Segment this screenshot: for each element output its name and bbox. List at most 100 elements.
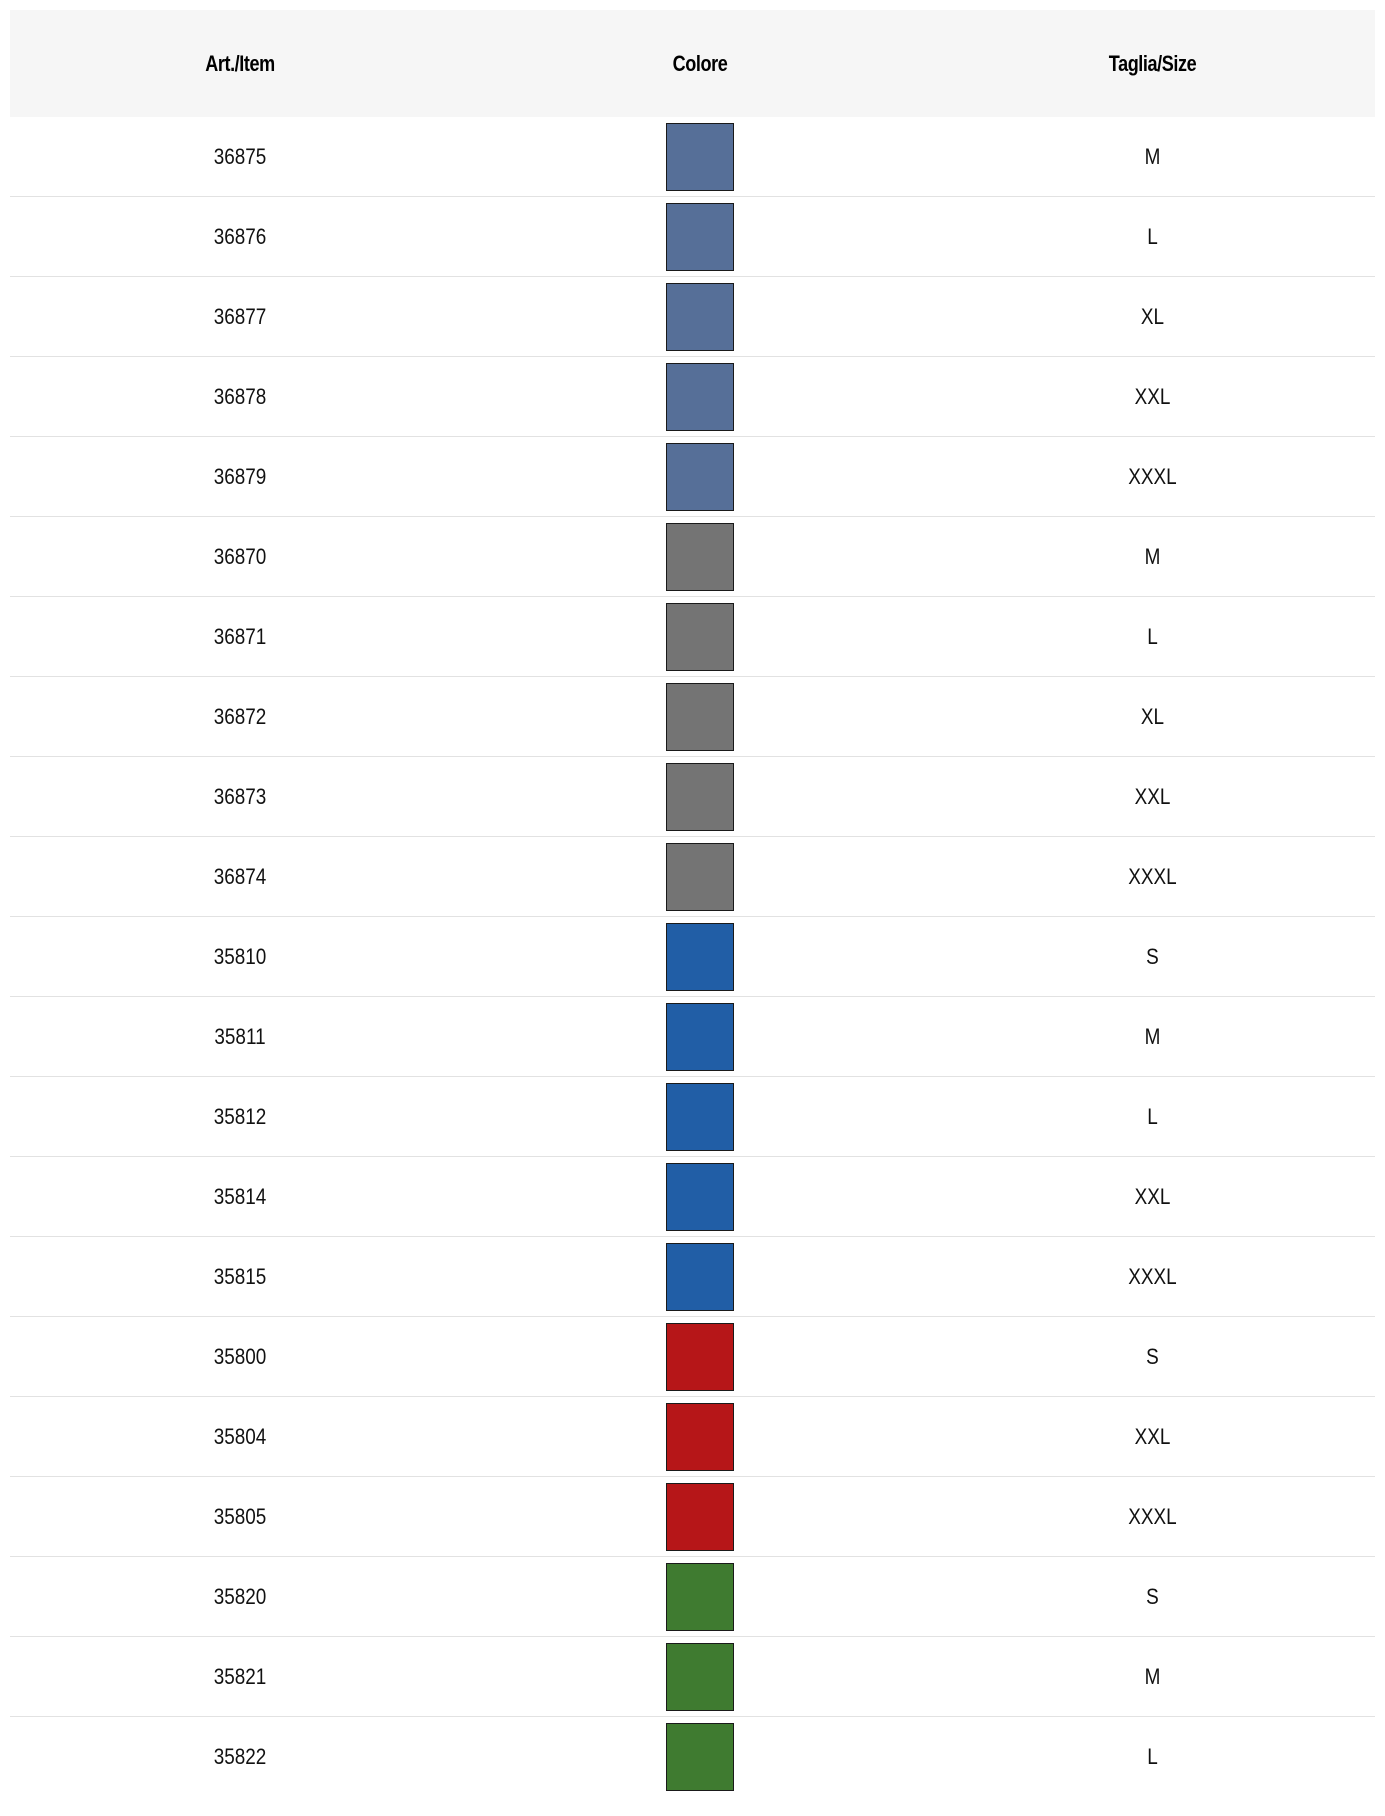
header-item: Art./Item [205,50,275,76]
size-value: M [1144,1023,1161,1049]
color-cell [470,1482,930,1551]
table-row: 36876 L [10,197,1375,277]
size-value: L [1147,1744,1158,1769]
item-code: 36873 [213,783,267,809]
size-value: L [1147,623,1158,649]
color-cell [470,1242,930,1311]
color-swatch [666,282,734,351]
color-swatch [666,922,734,991]
table-row: 35812 L [10,1077,1375,1157]
item-code: 36874 [213,863,267,889]
color-swatch [666,1642,734,1711]
color-swatch [666,1402,734,1471]
size-value: M [1144,543,1161,569]
size-value: XXL [1134,1423,1171,1449]
size-value: XXL [1134,383,1171,409]
size-value: XXL [1134,1183,1171,1209]
size-color-table: Art./Item Colore Taglia/Size 36875 M 36876… [10,10,1375,1797]
color-swatch [666,602,734,671]
color-swatch [666,362,734,431]
size-value: L [1147,223,1158,249]
color-swatch [666,1322,734,1391]
color-cell [470,522,930,591]
size-value: XXXL [1128,1503,1177,1529]
color-swatch [666,122,734,191]
size-value: M [1144,143,1161,169]
table-row: 35810 S [10,917,1375,997]
color-swatch [666,1562,734,1631]
item-code: 35820 [213,1583,267,1609]
color-swatch [666,1082,734,1151]
color-cell [470,122,930,191]
color-cell [470,682,930,751]
header-size: Taglia/Size [1108,50,1197,76]
item-code: 36878 [213,383,267,409]
table-row: 35815 XXXL [10,1237,1375,1317]
size-value: XXXL [1128,1263,1177,1289]
table-row: 35822 L [10,1717,1375,1797]
table-row: 35805 XXXL [10,1477,1375,1557]
color-cell [470,1322,930,1391]
table-row: 36875 M [10,117,1375,197]
color-swatch [666,1242,734,1311]
color-cell [470,1562,930,1631]
color-cell [470,282,930,351]
size-value: L [1147,1103,1158,1129]
color-cell [470,202,930,271]
item-code: 35815 [213,1263,267,1289]
color-cell [470,1402,930,1471]
color-swatch [666,1002,734,1071]
table-row: 36873 XXL [10,757,1375,837]
item-code: 35805 [213,1503,267,1529]
item-code: 36871 [213,623,267,649]
item-code: 36875 [213,143,267,169]
color-cell [470,1642,930,1711]
size-value: XXXL [1128,463,1177,489]
item-code: 35800 [213,1343,267,1369]
item-code: 35804 [213,1423,267,1449]
color-cell [470,442,930,511]
item-code: 35822 [213,1744,267,1769]
item-code: 35812 [213,1103,267,1129]
color-cell [470,1162,930,1231]
table-row: 36871 L [10,597,1375,677]
color-cell [470,1002,930,1071]
color-swatch [666,442,734,511]
color-cell [470,922,930,991]
color-cell [470,1082,930,1151]
table-row: 36872 XL [10,677,1375,757]
color-cell [470,1723,930,1791]
table-row: 35804 XXL [10,1397,1375,1477]
table-row: 36874 XXXL [10,837,1375,917]
table-row: 35811 M [10,997,1375,1077]
color-cell [470,762,930,831]
table-row: 36879 XXXL [10,437,1375,517]
color-cell [470,602,930,671]
size-value: XXL [1134,783,1171,809]
item-code: 35811 [214,1023,266,1049]
color-swatch [666,202,734,271]
color-swatch [666,1162,734,1231]
size-value: S [1146,1343,1159,1369]
size-value: M [1144,1663,1161,1689]
size-value: S [1146,943,1159,969]
color-swatch [666,762,734,831]
item-code: 35814 [213,1183,267,1209]
color-cell [470,362,930,431]
table-row: 36878 XXL [10,357,1375,437]
table-row: 36870 M [10,517,1375,597]
color-swatch [666,682,734,751]
color-swatch [666,522,734,591]
item-code: 36876 [213,223,267,249]
item-code: 35810 [213,943,267,969]
item-code: 36877 [213,303,267,329]
table-row: 35820 S [10,1557,1375,1637]
table-body: 36875 M 36876 L 36877 XL 36878 XXL 36879 XXXL 3687… [10,117,1375,1797]
color-swatch [666,842,734,911]
table-row: 35800 S [10,1317,1375,1397]
item-code: 36879 [213,463,267,489]
table-row: 36877 XL [10,277,1375,357]
size-value: XL [1140,703,1165,729]
header-color: Colore [672,50,728,76]
item-code: 36872 [213,703,267,729]
